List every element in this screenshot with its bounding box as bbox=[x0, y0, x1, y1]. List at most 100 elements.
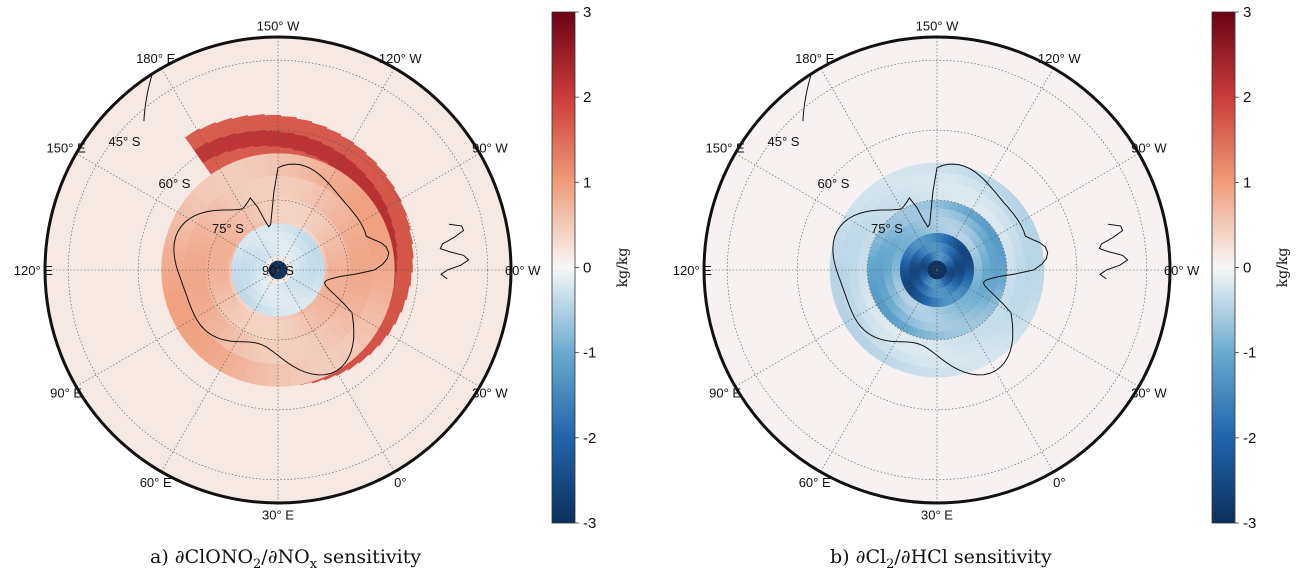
ring-cell bbox=[883, 269, 893, 276]
ring-cell bbox=[927, 348, 938, 359]
meridian-line bbox=[161, 269, 279, 472]
spiral-cell bbox=[394, 229, 414, 247]
longitude-label: 120° W bbox=[379, 51, 423, 66]
ring-cell bbox=[848, 269, 859, 280]
ring-cell bbox=[830, 247, 842, 260]
latitude-label: 45° S bbox=[109, 134, 141, 149]
map-field bbox=[45, 37, 511, 503]
ring-cell bbox=[981, 264, 991, 271]
ring-cell bbox=[914, 365, 927, 377]
ring-cell bbox=[927, 181, 938, 192]
ring-cell bbox=[936, 199, 945, 209]
meridian-line bbox=[277, 269, 395, 472]
colorbar-tick-label: -1 bbox=[583, 345, 596, 362]
ring-cell bbox=[997, 255, 1007, 264]
longitude-label: 150° W bbox=[257, 18, 301, 33]
new-zealand-coastline bbox=[802, 72, 813, 122]
colorbar-label: kg/kg bbox=[615, 248, 631, 288]
ring-cell bbox=[936, 181, 947, 192]
spiral-cell bbox=[380, 188, 402, 210]
inner-negative-cell bbox=[307, 265, 317, 271]
latitude-circle bbox=[68, 60, 488, 480]
ring-cell bbox=[936, 331, 945, 341]
meridian-line bbox=[820, 68, 938, 271]
latitude-label: 75° S bbox=[212, 221, 244, 236]
inner-negative-cell bbox=[272, 223, 279, 232]
ring-cell bbox=[918, 181, 929, 193]
graticule bbox=[704, 37, 1170, 503]
latitude-circle bbox=[207, 199, 349, 341]
spiral-cell bbox=[365, 164, 388, 186]
longitude-label: 90° E bbox=[50, 385, 82, 400]
spiral-cell bbox=[373, 176, 396, 198]
ring-cell bbox=[928, 339, 938, 350]
inner-negative-cell bbox=[250, 229, 260, 240]
ring-cell bbox=[916, 172, 928, 184]
ring-cell bbox=[929, 199, 938, 209]
spiral-cell bbox=[184, 128, 208, 151]
longitude-label: 30° E bbox=[262, 508, 294, 523]
latitude-label: 45° S bbox=[768, 134, 800, 149]
ring-cell bbox=[943, 330, 952, 340]
longitude-label: 60° W bbox=[1164, 263, 1200, 278]
ring-cell bbox=[1015, 269, 1026, 280]
ring-cell bbox=[936, 323, 944, 332]
latitude-circle bbox=[137, 129, 419, 411]
ring-cell bbox=[936, 314, 943, 324]
ring-cell bbox=[1015, 260, 1026, 271]
ring-cell bbox=[857, 261, 868, 271]
meridian-line bbox=[735, 269, 938, 387]
spiral-cell bbox=[247, 114, 266, 133]
ring-cell bbox=[1023, 249, 1035, 261]
ring-cell bbox=[866, 269, 876, 278]
meridian-line bbox=[936, 269, 1139, 387]
longitude-label: 150° W bbox=[916, 18, 960, 33]
longitude-label: 120° W bbox=[1038, 51, 1082, 66]
colorbar-gradient bbox=[551, 11, 576, 524]
ring-cell bbox=[936, 171, 948, 183]
colorbar-gradient bbox=[1211, 11, 1236, 524]
colorbar-tick-label: 2 bbox=[583, 89, 591, 106]
new-zealand-coastline bbox=[143, 72, 154, 122]
longitude-label: 120° E bbox=[673, 263, 713, 278]
ring-cell bbox=[265, 153, 279, 177]
longitude-label: 180° E bbox=[136, 51, 176, 66]
colorbar-tick-label: 0 bbox=[1243, 260, 1251, 277]
ring-cell bbox=[936, 306, 942, 316]
inner-negative-cell bbox=[277, 299, 283, 309]
spiral-cell bbox=[355, 153, 378, 176]
longitude-label: 30° W bbox=[472, 385, 508, 400]
ring-cell bbox=[1034, 269, 1045, 282]
caption-a: a) ∂ClONO2/∂NOx sensitivity bbox=[150, 546, 422, 572]
ring-cell bbox=[998, 262, 1008, 271]
spiral-cell bbox=[294, 118, 313, 138]
latitude-label: 75° S bbox=[871, 221, 903, 236]
inner-negative-cell bbox=[231, 269, 240, 276]
colorbar-tick-label: 0 bbox=[583, 260, 591, 277]
map-frame bbox=[702, 35, 1172, 505]
colorbar-tick-label: 3 bbox=[583, 4, 591, 21]
ring-cell bbox=[925, 162, 938, 173]
ring-cell bbox=[932, 224, 938, 234]
meridian-line bbox=[277, 68, 395, 271]
ring-cell bbox=[891, 269, 901, 275]
spiral-cell bbox=[199, 122, 222, 144]
ring-cell bbox=[848, 278, 860, 289]
spiral-cell bbox=[215, 117, 237, 139]
ring-cell bbox=[857, 269, 868, 279]
colorbar-tick-label: 3 bbox=[1243, 4, 1251, 21]
spiral-cell bbox=[396, 243, 414, 260]
longitude-label: 0° bbox=[394, 475, 406, 490]
spiral-cell bbox=[396, 258, 413, 273]
ring-cell bbox=[848, 260, 859, 271]
spiral-cell bbox=[394, 271, 412, 287]
latitude-label: 60° S bbox=[818, 176, 850, 191]
ring-cell bbox=[990, 263, 999, 271]
ring-cell bbox=[1032, 247, 1044, 260]
longitude-label: 60° E bbox=[140, 475, 172, 490]
ring-cell bbox=[929, 331, 938, 341]
ring-cell bbox=[936, 339, 946, 350]
meridian-line bbox=[277, 269, 480, 387]
map-frame bbox=[43, 35, 513, 505]
spiral-cell bbox=[280, 116, 297, 134]
